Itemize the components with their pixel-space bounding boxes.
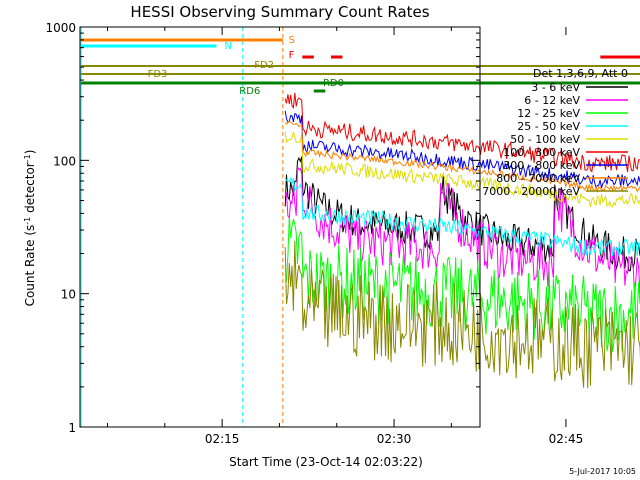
flag-label-4: FD3 — [148, 69, 168, 80]
series-line-8 — [284, 240, 640, 389]
x-tick-label-2: 02:45 — [549, 432, 584, 446]
x-tick-label-1: 02:30 — [377, 432, 412, 446]
y-tick-label-2: 100 — [53, 154, 76, 168]
legend-label-1: 6 - 12 keV — [524, 94, 580, 107]
y-axis-label: Count Rate (s-1 detector-1) — [23, 150, 37, 307]
legend-label-7: 800 - 7000 keV — [496, 172, 580, 185]
legend-label-2: 12 - 25 keV — [517, 107, 580, 120]
y-tick-label-1: 10 — [61, 288, 76, 302]
flag-label-3: FD2 — [254, 60, 274, 71]
series-line-5 — [284, 92, 640, 173]
flag-label-6: RD6 — [239, 86, 260, 97]
legend-label-0: 3 - 6 keV — [531, 81, 580, 94]
flag-label-0: S — [289, 35, 295, 46]
flag-label-2: F — [289, 50, 295, 61]
flag-label-1: N — [224, 41, 231, 52]
legend-label-8: 7000 - 20000 keV — [482, 185, 580, 198]
flag-label-5: RD0 — [323, 78, 344, 89]
legend-label-3: 25 - 50 keV — [517, 120, 580, 133]
flag-bars: S N F FD2 FD3 RD0 RD6 — [81, 35, 640, 97]
legend-header: Det 1,3,6,9, Att 0 — [533, 67, 628, 80]
y-tick-label-3: 1000 — [45, 21, 76, 35]
series-line-6 — [284, 110, 640, 189]
plot-area — [80, 27, 640, 427]
plot-frame — [79, 26, 481, 428]
x-axis-label: Start Time (23-Oct-14 02:03:22) — [229, 455, 423, 469]
series-line-4 — [284, 131, 640, 208]
y-tick-label-0: 1 — [68, 421, 76, 435]
legend-label-4: 50 - 100 keV — [510, 133, 580, 146]
legend-label-5: 100 - 300 keV — [503, 146, 580, 159]
x-tick-label-0: 02:15 — [205, 432, 240, 446]
series-line-1 — [284, 166, 640, 295]
legend-label-6: 300 - 800 keV — [503, 159, 580, 172]
series-line-3 — [284, 176, 640, 257]
series-line-2 — [284, 216, 640, 352]
series-line-7 — [284, 120, 640, 193]
timestamp: 5-Jul-2017 10:05 — [569, 467, 636, 476]
chart-title: HESSI Observing Summary Count Rates — [130, 3, 429, 21]
